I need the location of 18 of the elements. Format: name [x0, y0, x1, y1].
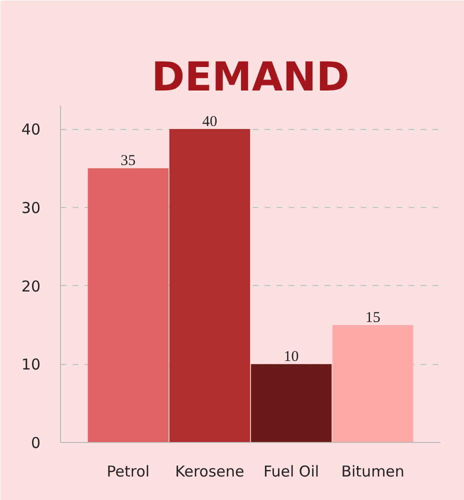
x-tick-label: Petrol — [106, 462, 150, 480]
bar — [169, 129, 250, 442]
y-tick-label: 20 — [21, 277, 41, 296]
x-tick-label: Bitumen — [341, 462, 404, 480]
data-label: 40 — [202, 114, 218, 130]
y-tick-label: 40 — [21, 120, 41, 139]
x-tick-label: Kerosene — [175, 462, 244, 480]
y-tick-label: 0 — [30, 434, 41, 452]
bar — [332, 324, 414, 442]
x-tick-label: Fuel Oil — [263, 462, 320, 480]
y-tick-label: 10 — [21, 356, 41, 374]
bar — [88, 168, 169, 442]
data-label: 15 — [365, 310, 380, 326]
data-label: 10 — [284, 349, 299, 366]
bar — [250, 364, 332, 442]
chart-title: DEMAND — [152, 54, 350, 100]
data-label: 35 — [120, 153, 136, 170]
y-tick-label: 30 — [21, 198, 41, 217]
